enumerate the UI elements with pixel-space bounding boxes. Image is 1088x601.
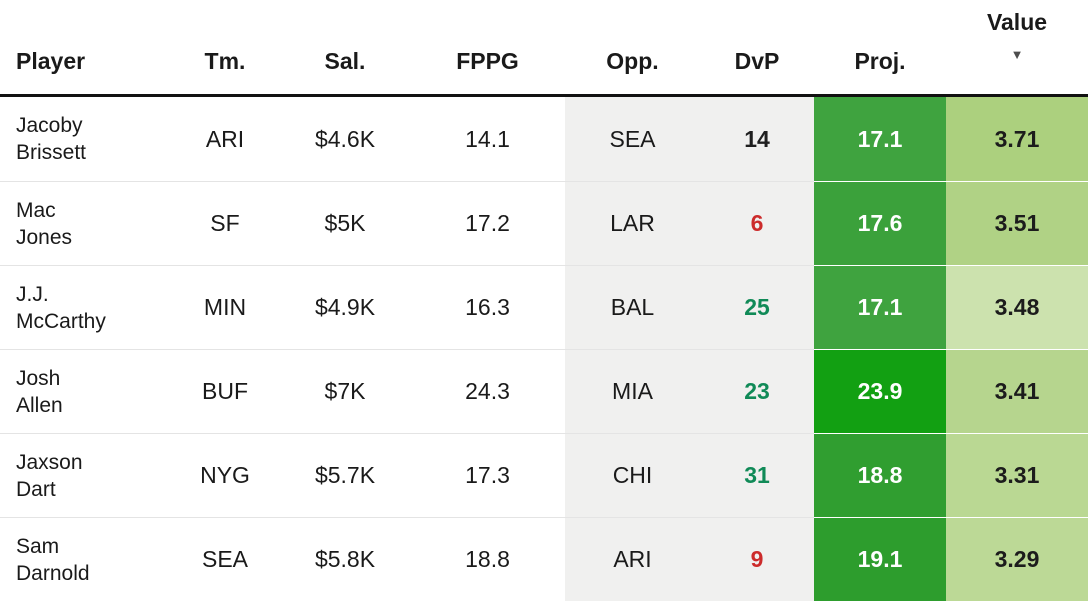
column-header-player[interactable]: Player <box>16 48 86 74</box>
dvp-cell: 14 <box>700 97 814 181</box>
player-first-name: Jacoby <box>16 114 83 137</box>
salary-cell: $4.9K <box>280 265 410 349</box>
team-cell: SEA <box>170 517 280 601</box>
fppg-cell: 16.3 <box>410 265 565 349</box>
column-header-value[interactable]: Value ▼ <box>946 0 1088 94</box>
player-first-name: Josh <box>16 366 61 390</box>
player-name-cell[interactable]: Jacoby Brissett <box>0 97 170 181</box>
team-cell: BUF <box>170 349 280 433</box>
table-row: J.J. McCarthy MIN $4.9K 16.3 BAL 25 17.1… <box>0 265 1088 349</box>
fppg-cell: 18.8 <box>410 517 565 601</box>
projection-cell: 17.1 <box>814 97 946 181</box>
dvp-cell: 31 <box>700 433 814 517</box>
player-last-name: Dart <box>16 477 56 501</box>
projection-cell: 19.1 <box>814 517 946 601</box>
player-first-name: Mac <box>16 198 56 222</box>
projection-cell: 17.1 <box>814 265 946 349</box>
salary-cell: $5.7K <box>280 433 410 517</box>
value-cell: 3.29 <box>946 517 1088 601</box>
opponent-cell: CHI <box>565 433 700 517</box>
column-header-proj[interactable]: Proj. <box>854 48 906 74</box>
player-last-name: McCarthy <box>16 309 106 333</box>
player-name-cell[interactable]: J.J. McCarthy <box>0 265 170 349</box>
player-name-cell[interactable]: Mac Jones <box>0 181 170 265</box>
team-cell: NYG <box>170 433 280 517</box>
projection-cell: 23.9 <box>814 349 946 433</box>
team-cell: MIN <box>170 265 280 349</box>
opponent-cell: MIA <box>565 349 700 433</box>
column-header-salary[interactable]: Sal. <box>324 48 366 74</box>
opponent-cell: LAR <box>565 181 700 265</box>
sort-desc-icon[interactable]: ▼ <box>1010 47 1024 62</box>
dvp-cell: 25 <box>700 265 814 349</box>
opponent-cell: ARI <box>565 517 700 601</box>
player-name-cell[interactable]: Sam Darnold <box>0 517 170 601</box>
fppg-cell: 24.3 <box>410 349 565 433</box>
player-first-name: J.J. <box>16 282 49 306</box>
column-header-fppg[interactable]: FPPG <box>456 48 519 74</box>
player-last-name: Jones <box>16 225 73 249</box>
table-header-row: Player Tm. Sal. FPPG Opp. DvP Proj. Valu… <box>0 0 1088 97</box>
projection-cell: 18.8 <box>814 433 946 517</box>
salary-cell: $4.6K <box>314 125 376 152</box>
column-header-team[interactable]: Tm. <box>204 48 246 74</box>
player-last-name: Brissett <box>16 141 87 164</box>
salary-cell: $5.8K <box>280 517 410 601</box>
team-cell: SF <box>170 181 280 265</box>
fppg-cell: 14.1 <box>465 125 510 152</box>
table-row: Jacoby Brissett ARI $4.6K 14.1 SEA 14 17… <box>0 97 1088 181</box>
table-row: Jaxson Dart NYG $5.7K 17.3 CHI 31 18.8 3… <box>0 433 1088 517</box>
opponent-cell: SEA <box>565 97 700 181</box>
value-cell: 3.48 <box>946 265 1088 349</box>
value-cell: 3.41 <box>946 349 1088 433</box>
column-header-value-label: Value <box>986 9 1048 35</box>
player-last-name: Darnold <box>16 561 90 585</box>
player-first-name: Jaxson <box>16 450 83 474</box>
column-header-dvp[interactable]: DvP <box>734 48 780 74</box>
player-last-name: Allen <box>16 393 63 417</box>
player-first-name: Sam <box>16 534 60 558</box>
fppg-cell: 17.3 <box>410 433 565 517</box>
value-cell: 3.31 <box>946 433 1088 517</box>
dvp-cell: 23 <box>700 349 814 433</box>
column-header-opp[interactable]: Opp. <box>606 48 659 74</box>
opponent-cell: BAL <box>565 265 700 349</box>
value-cell: 3.51 <box>946 181 1088 265</box>
player-name-cell[interactable]: Jaxson Dart <box>0 433 170 517</box>
table-row: Mac Jones SF $5K 17.2 LAR 6 17.6 3.51 <box>0 181 1088 265</box>
fppg-cell: 17.2 <box>410 181 565 265</box>
team-cell: ARI <box>205 125 245 152</box>
projection-cell: 17.6 <box>814 181 946 265</box>
value-cell: 3.71 <box>946 97 1088 181</box>
dvp-cell: 6 <box>700 181 814 265</box>
salary-cell: $5K <box>280 181 410 265</box>
table-row: Josh Allen BUF $7K 24.3 MIA 23 23.9 3.41 <box>0 349 1088 433</box>
salary-cell: $7K <box>280 349 410 433</box>
dvp-cell: 9 <box>700 517 814 601</box>
table-row: Sam Darnold SEA $5.8K 18.8 ARI 9 19.1 3.… <box>0 517 1088 601</box>
player-name-cell[interactable]: Josh Allen <box>0 349 170 433</box>
